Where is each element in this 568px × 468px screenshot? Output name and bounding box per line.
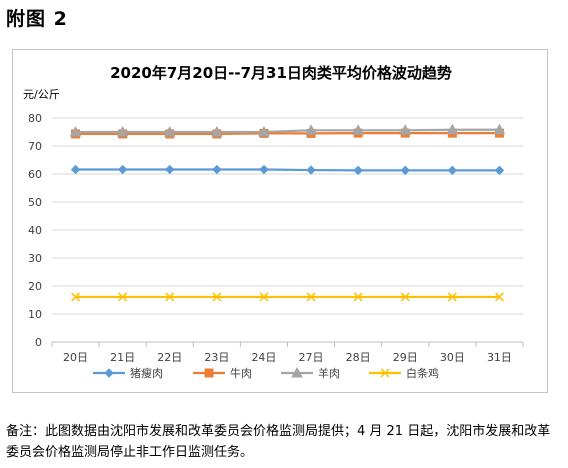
legend-label-2: 牛肉 bbox=[230, 366, 252, 380]
series-3-point bbox=[258, 125, 270, 137]
series-3-point bbox=[493, 123, 506, 135]
series-3-point bbox=[163, 125, 176, 137]
y-tick-label: 30 bbox=[28, 252, 42, 265]
series-4-point bbox=[447, 292, 457, 302]
series-1-point bbox=[117, 164, 128, 175]
series-line-3 bbox=[75, 128, 500, 134]
series-1-point bbox=[70, 164, 81, 175]
x-tick-label: 24日 bbox=[251, 351, 276, 364]
y-tick-label: 40 bbox=[28, 224, 42, 237]
series-3-point bbox=[116, 125, 129, 137]
series-4-point bbox=[400, 292, 410, 302]
x-tick-label: 23日 bbox=[204, 351, 229, 364]
chart-title: 2020年7月20日--7月31日肉类平均价格波动趋势 bbox=[110, 64, 452, 82]
x-tick-label: 20日 bbox=[63, 351, 88, 364]
x-tick-label: 21日 bbox=[110, 351, 135, 364]
series-1-point bbox=[306, 165, 316, 175]
series-4-point bbox=[306, 292, 316, 302]
y-tick-label: 20 bbox=[28, 280, 42, 293]
series-line-1 bbox=[75, 168, 500, 172]
series-3-point bbox=[69, 125, 82, 137]
x-tick-label: 31日 bbox=[487, 351, 512, 364]
series-1-point bbox=[400, 165, 410, 176]
series-3-point bbox=[352, 124, 364, 135]
series-4-point bbox=[353, 292, 363, 302]
series-3-point bbox=[305, 124, 317, 135]
series-1-point bbox=[165, 164, 175, 175]
legend-label-4: 白条鸡 bbox=[406, 366, 439, 380]
series-3-point bbox=[446, 123, 459, 135]
y-tick-label: 10 bbox=[28, 308, 42, 321]
x-tick-label: 27日 bbox=[299, 351, 324, 364]
series-1-point bbox=[353, 165, 363, 176]
y-tick-label: 60 bbox=[28, 168, 42, 181]
series-1-point bbox=[494, 165, 505, 176]
footnote: 备注：此图数据由沈阳市发展和改革委员会价格监测局提供；4 月 21 日起，沈阳市… bbox=[6, 424, 551, 460]
x-tick-label: 29日 bbox=[393, 351, 418, 364]
legend-marker-3 bbox=[291, 366, 303, 378]
series-1-point bbox=[447, 165, 458, 176]
series-4-point bbox=[212, 292, 222, 302]
series-1-point bbox=[259, 164, 269, 175]
series-4-point bbox=[118, 292, 128, 302]
chart-container: 2020年7月20日--7月31日肉类平均价格波动趋势元/公斤 0 10 20 30 40… bbox=[12, 49, 548, 393]
series-3-point bbox=[211, 125, 223, 137]
legend-marker-2 bbox=[204, 368, 214, 378]
y-tick-label: 0 bbox=[35, 336, 42, 349]
x-tick-label: 28日 bbox=[346, 351, 371, 364]
legend-label-1: 猪瘦肉 bbox=[130, 366, 163, 380]
x-tick-label: 30日 bbox=[440, 351, 465, 364]
series-4-point bbox=[165, 292, 175, 302]
series-4-point bbox=[494, 292, 504, 302]
y-tick-label: 80 bbox=[28, 112, 42, 125]
legend-marker-1 bbox=[104, 368, 114, 378]
y-tick-label: 70 bbox=[28, 140, 42, 153]
legend-label-3: 羊肉 bbox=[318, 366, 340, 380]
figure-label: 附图 2 bbox=[6, 8, 68, 30]
series-1-point bbox=[212, 164, 222, 175]
legend-marker-4 bbox=[380, 368, 390, 378]
series-3-point bbox=[399, 124, 412, 135]
series-4-point bbox=[259, 292, 269, 302]
y-axis-label: 元/公斤 bbox=[23, 88, 60, 101]
series-4-point bbox=[71, 292, 81, 302]
series-line-2 bbox=[75, 132, 500, 136]
x-tick-label: 22日 bbox=[157, 351, 182, 364]
y-tick-label: 50 bbox=[28, 196, 42, 209]
